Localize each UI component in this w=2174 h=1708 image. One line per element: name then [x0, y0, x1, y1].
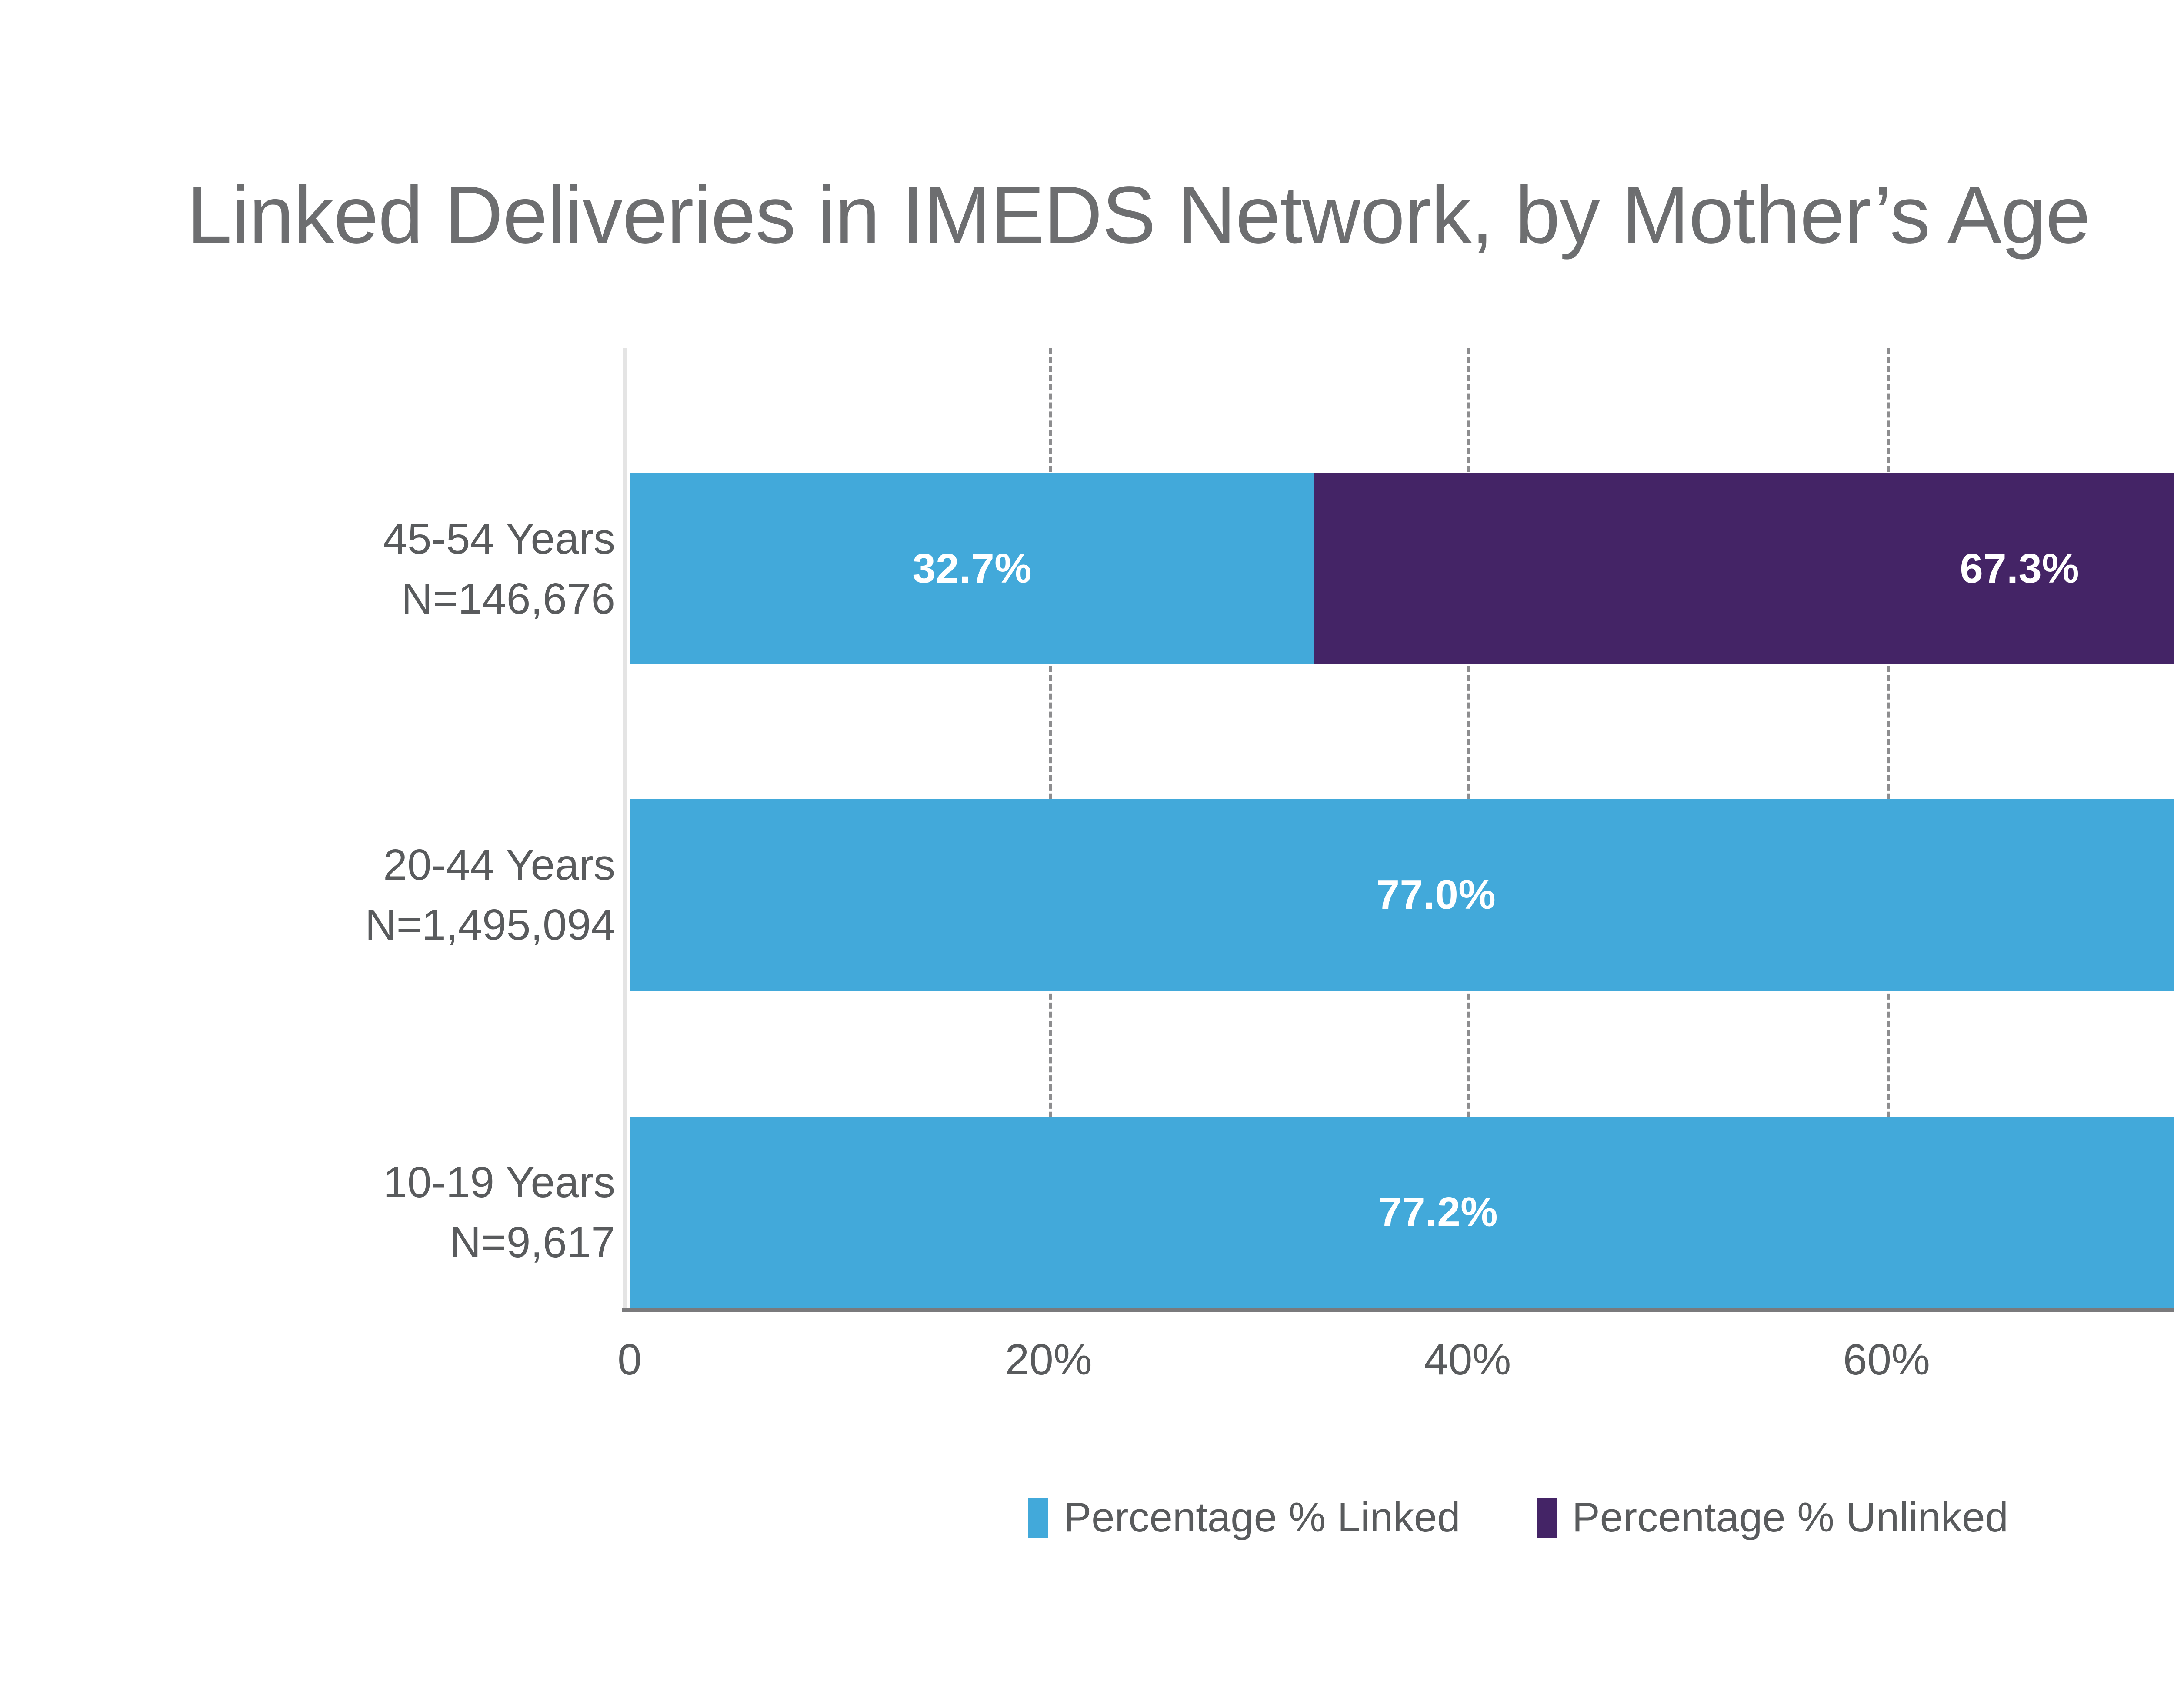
bar-value-label-linked: 32.7%	[912, 545, 1032, 592]
x-axis-tick-label: 60%	[1843, 1335, 1930, 1384]
bar-value-label-linked: 77.2%	[1378, 1189, 1498, 1235]
category-label: 45-54 Years N=146,676	[115, 509, 615, 629]
y-axis-line	[623, 348, 627, 1310]
legend-item[interactable]: Percentage % Linked	[1028, 1496, 1460, 1539]
category-label: 20-44 Years N=1,495,094	[115, 835, 616, 955]
category-name: 45-54 Years	[383, 514, 615, 563]
legend-label: Percentage % Linked	[1064, 1494, 1460, 1541]
legend-label: Percentage % Unlinked	[1572, 1494, 2008, 1541]
bar-segment-linked[interactable]: 77.2%	[630, 1117, 2174, 1308]
bar-row[interactable]: 77.0%23.0%	[630, 799, 2174, 991]
x-axis-tick-label: 0	[617, 1335, 642, 1384]
x-axis-line	[622, 1308, 2174, 1312]
category-label: 10-19 Years N=9,617	[115, 1152, 615, 1272]
chart-title: Linked Deliveries in IMEDS Network, by M…	[187, 170, 2091, 260]
legend-swatch-icon	[1536, 1498, 1557, 1538]
bar-row[interactable]: 77.2%22.8%	[630, 1117, 2174, 1308]
legend-swatch-icon	[1028, 1498, 1048, 1538]
chart-legend: Percentage % Linked Percentage % Unlinked	[0, 1496, 2174, 1539]
bar-row[interactable]: 32.7% 67.3%	[630, 473, 2174, 664]
bar-segment-linked[interactable]: 77.0%	[630, 799, 2174, 991]
bar-segment-linked[interactable]: 32.7%	[630, 473, 1315, 664]
category-name: 20-44 Years	[383, 841, 615, 889]
bar-segment-unlinked[interactable]: 67.3%	[1314, 473, 2174, 664]
category-sample-size: N=146,676	[401, 574, 615, 623]
x-axis-tick-label: 20%	[1005, 1335, 1092, 1384]
bar-value-label-unlinked: 67.3%	[1960, 545, 2080, 592]
x-axis-tick-label: 40%	[1424, 1335, 1511, 1384]
category-name: 10-19 Years	[383, 1158, 615, 1207]
category-sample-size: N=9,617	[450, 1218, 615, 1267]
bar-value-label-linked: 77.0%	[1376, 871, 1496, 918]
category-sample-size: N=1,495,094	[365, 901, 616, 949]
legend-item[interactable]: Percentage % Unlinked	[1536, 1494, 2008, 1541]
